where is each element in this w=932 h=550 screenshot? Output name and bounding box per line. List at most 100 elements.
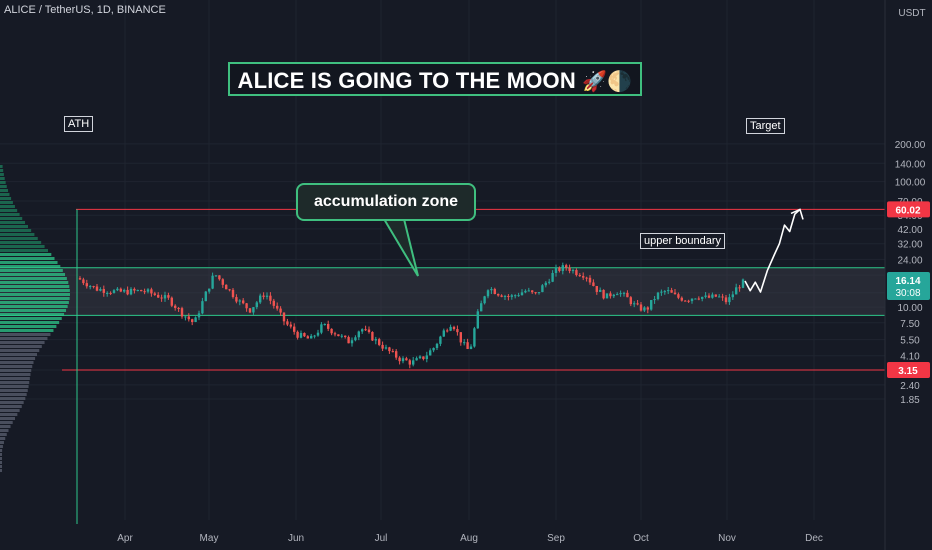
candle-body — [500, 295, 503, 297]
candle-body — [551, 273, 554, 282]
profile-bar — [0, 205, 15, 208]
candle-body — [612, 294, 615, 297]
profile-bar — [0, 217, 23, 220]
candles — [78, 262, 745, 369]
candle-body — [711, 294, 714, 298]
candle-body — [208, 288, 211, 292]
profile-bar — [0, 213, 20, 216]
profile-bar — [0, 313, 65, 316]
profile-bar — [0, 321, 60, 324]
profile-bar — [0, 225, 29, 228]
profile-bar — [0, 229, 32, 232]
x-tick-label: Apr — [117, 533, 133, 544]
profile-bar — [0, 265, 61, 268]
candle-body — [425, 355, 428, 360]
candle-body — [228, 289, 231, 291]
candle-body — [95, 286, 99, 291]
candle-body — [405, 358, 408, 361]
candle-body — [211, 275, 214, 289]
candle-body — [459, 332, 462, 343]
profile-bar — [0, 385, 29, 388]
candle-body — [680, 297, 683, 301]
candle-body — [463, 342, 466, 344]
profile-bar — [0, 409, 20, 412]
candle-body — [728, 297, 731, 303]
profile-bar — [0, 453, 2, 456]
candle-body — [670, 290, 673, 293]
candle-body — [663, 291, 666, 293]
candle-body — [85, 283, 88, 287]
candle-body — [187, 316, 190, 320]
candle-body — [157, 294, 160, 298]
candle-body — [415, 358, 418, 361]
candle-body — [92, 286, 95, 288]
candle-body — [646, 307, 649, 310]
candle-body — [333, 333, 337, 335]
profile-bar — [0, 405, 22, 408]
profile-bar — [0, 233, 35, 236]
profile-bar — [0, 437, 6, 440]
profile-bar — [0, 221, 26, 224]
candle-body — [218, 275, 221, 280]
candle-body — [738, 287, 741, 289]
candle-body — [184, 316, 187, 318]
candle-body — [279, 308, 282, 313]
candle-body — [191, 319, 194, 323]
candle-body — [350, 340, 354, 344]
time-axis: Apr May Jun Jul Aug Sep Oct Nov Dec — [117, 533, 823, 544]
candle-body — [585, 277, 588, 279]
candle-body — [667, 290, 670, 292]
profile-bar — [0, 181, 6, 184]
profile-bar — [0, 317, 62, 320]
profile-bar — [0, 237, 38, 240]
profile-bar — [0, 301, 69, 304]
candle-body — [255, 302, 258, 308]
profile-bar — [0, 185, 7, 188]
candle-body — [204, 291, 207, 302]
candle-body — [381, 344, 384, 349]
candle-body — [677, 294, 680, 298]
profile-bar — [0, 257, 55, 260]
candle-body — [320, 324, 323, 333]
candle-body — [99, 289, 102, 291]
y-tick-label: 42.00 — [897, 225, 922, 236]
candle-body — [313, 335, 316, 337]
profile-bar — [0, 393, 27, 396]
candle-body — [673, 292, 677, 295]
candle-body — [490, 289, 493, 291]
candle-body — [452, 326, 456, 330]
y-tick-label: 100.00 — [895, 178, 926, 189]
candle-body — [119, 288, 122, 292]
profile-bar — [0, 341, 45, 344]
candle-body — [565, 265, 568, 268]
candle-body — [163, 295, 167, 299]
x-tick-label: Nov — [718, 533, 736, 544]
candle-body — [143, 291, 146, 293]
candle-body — [639, 304, 643, 311]
candle-body — [735, 287, 738, 295]
candle-body — [153, 293, 156, 295]
candle-body — [582, 276, 585, 278]
headline-box: ALICE IS GOING TO THE MOON 🚀🌗 — [228, 62, 642, 96]
profile-bar — [0, 297, 70, 300]
axis-unit: USDT — [898, 8, 925, 19]
candle-body — [303, 333, 306, 337]
candle-body — [238, 300, 241, 302]
candle-body — [242, 300, 245, 304]
candle-body — [340, 335, 343, 337]
candle-body — [721, 296, 724, 298]
candle-body — [293, 326, 296, 332]
candle-body — [687, 300, 690, 302]
candle-body — [435, 343, 439, 348]
candle-body — [371, 332, 374, 341]
candle-body — [231, 289, 235, 298]
candle-body — [235, 297, 238, 302]
candle-body — [429, 350, 432, 356]
candle-body — [578, 275, 581, 277]
candle-body — [167, 295, 170, 298]
candle-body — [514, 295, 517, 297]
candle-body — [194, 317, 197, 323]
candle-body — [548, 281, 551, 283]
upper-boundary-label: upper boundary — [640, 233, 726, 249]
y-tick-label: 4.10 — [900, 352, 920, 363]
